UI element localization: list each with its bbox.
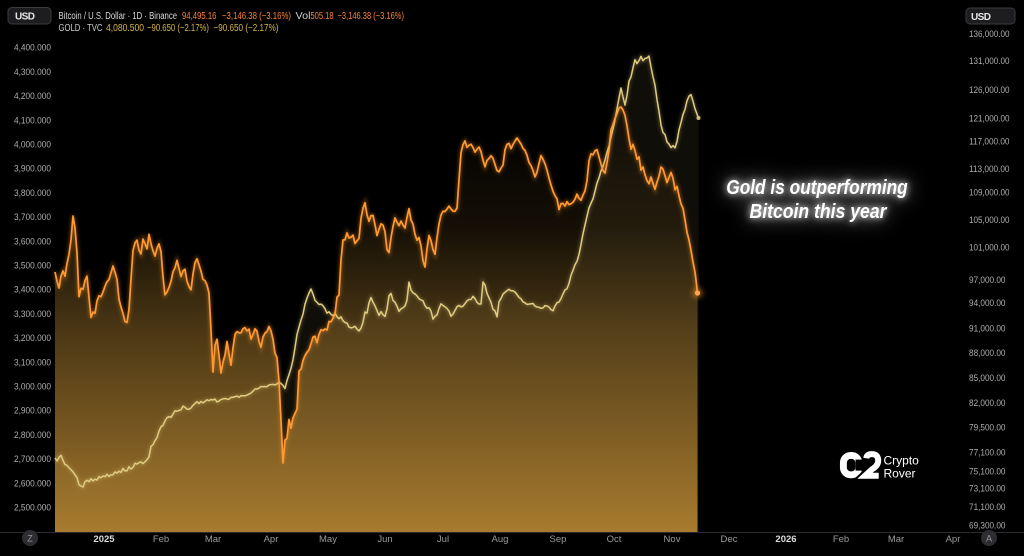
- svg-text:3,800.000: 3,800.000: [14, 188, 51, 199]
- svg-text:4,300.000: 4,300.000: [14, 67, 51, 78]
- svg-text:Bitcoin this year: Bitcoin this year: [750, 201, 888, 223]
- svg-text:4,080.500: 4,080.500: [106, 23, 144, 34]
- svg-text:2026: 2026: [775, 534, 796, 545]
- svg-text:3,100.000: 3,100.000: [14, 357, 51, 368]
- svg-text:Mar: Mar: [888, 534, 904, 545]
- svg-text:69,300.00: 69,300.00: [969, 521, 1006, 532]
- svg-text:3,600.000: 3,600.000: [14, 236, 51, 247]
- svg-text:113,000.00: 113,000.00: [969, 164, 1010, 175]
- svg-text:Z: Z: [27, 534, 33, 544]
- svg-text:2025: 2025: [93, 534, 115, 545]
- svg-text:3,700.000: 3,700.000: [14, 212, 51, 223]
- svg-text:Nov: Nov: [664, 534, 681, 545]
- svg-text:2,700.000: 2,700.000: [14, 454, 51, 465]
- svg-text:101,000.00: 101,000.00: [969, 243, 1010, 254]
- svg-text:94,495.16: 94,495.16: [182, 11, 217, 22]
- svg-text:−3,146.38 (−3.16%): −3,146.38 (−3.16%): [222, 11, 291, 22]
- svg-text:91,000.00: 91,000.00: [969, 323, 1006, 334]
- svg-text:Feb: Feb: [833, 534, 849, 545]
- svg-text:94,000.00: 94,000.00: [969, 298, 1006, 309]
- svg-text:79,500.00: 79,500.00: [969, 423, 1006, 434]
- svg-text:3,900.000: 3,900.000: [14, 164, 51, 175]
- svg-text:Jul: Jul: [437, 534, 449, 545]
- svg-text:Rover: Rover: [884, 467, 916, 481]
- svg-text:3,500.000: 3,500.000: [14, 261, 51, 272]
- svg-text:Aug: Aug: [492, 534, 509, 545]
- svg-text:136,000.00: 136,000.00: [969, 29, 1010, 40]
- svg-text:A: A: [986, 534, 992, 544]
- svg-text:Crypto: Crypto: [884, 454, 920, 468]
- svg-text:2,500.000: 2,500.000: [14, 503, 51, 514]
- svg-text:4,100.000: 4,100.000: [14, 115, 51, 126]
- svg-text:131,000.00: 131,000.00: [969, 56, 1010, 67]
- svg-text:2,900.000: 2,900.000: [14, 406, 51, 417]
- svg-text:126,000.00: 126,000.00: [969, 85, 1010, 96]
- svg-text:May: May: [319, 534, 337, 545]
- svg-text:121,000.00: 121,000.00: [969, 114, 1010, 125]
- svg-text:Gold is outperforming: Gold is outperforming: [726, 177, 908, 199]
- svg-text:4,400.000: 4,400.000: [14, 43, 51, 54]
- svg-text:109,000.00: 109,000.00: [969, 188, 1010, 199]
- svg-text:GOLD · TVC: GOLD · TVC: [59, 23, 103, 34]
- svg-text:73,100.00: 73,100.00: [969, 484, 1006, 495]
- svg-text:Feb: Feb: [153, 534, 169, 545]
- svg-text:Apr: Apr: [946, 534, 961, 545]
- svg-text:82,000.00: 82,000.00: [969, 398, 1006, 409]
- svg-text:Dec: Dec: [721, 534, 738, 545]
- svg-text:Oct: Oct: [607, 534, 622, 545]
- svg-text:−90.650 (−2.17%): −90.650 (−2.17%): [214, 23, 279, 34]
- svg-text:4,200.000: 4,200.000: [14, 91, 51, 102]
- svg-text:Apr: Apr: [264, 534, 279, 545]
- svg-text:71,100.00: 71,100.00: [969, 502, 1006, 513]
- svg-text:105,000.00: 105,000.00: [969, 215, 1010, 226]
- svg-text:77,100.00: 77,100.00: [969, 448, 1006, 459]
- svg-text:−90.650 (−2.17%): −90.650 (−2.17%): [147, 23, 209, 34]
- svg-text:Sep: Sep: [550, 534, 567, 545]
- svg-text:85,000.00: 85,000.00: [969, 373, 1006, 384]
- svg-text:Vol: Vol: [296, 11, 311, 22]
- svg-text:USD: USD: [15, 12, 35, 23]
- svg-text:97,000.00: 97,000.00: [969, 275, 1006, 286]
- svg-text:3,400.000: 3,400.000: [14, 285, 51, 296]
- svg-text:2,800.000: 2,800.000: [14, 430, 51, 441]
- svg-text:3,300.000: 3,300.000: [14, 309, 51, 320]
- svg-text:3,200.000: 3,200.000: [14, 333, 51, 344]
- svg-text:505.18: 505.18: [311, 11, 334, 22]
- svg-text:88,000.00: 88,000.00: [969, 348, 1006, 359]
- svg-text:Bitcoin / U.S. Dollar · 1D · B: Bitcoin / U.S. Dollar · 1D · Binance: [59, 11, 178, 22]
- svg-text:−3,146.38 (−3.16%): −3,146.38 (−3.16%): [338, 11, 405, 22]
- svg-text:4,000.000: 4,000.000: [14, 140, 51, 151]
- svg-text:2,600.000: 2,600.000: [14, 478, 51, 489]
- svg-text:75,100.00: 75,100.00: [969, 466, 1006, 477]
- svg-text:Jun: Jun: [377, 534, 392, 545]
- svg-text:3,000.000: 3,000.000: [14, 382, 51, 393]
- svg-text:USD: USD: [971, 12, 991, 23]
- svg-text:Mar: Mar: [205, 534, 221, 545]
- svg-text:117,000.00: 117,000.00: [969, 137, 1010, 148]
